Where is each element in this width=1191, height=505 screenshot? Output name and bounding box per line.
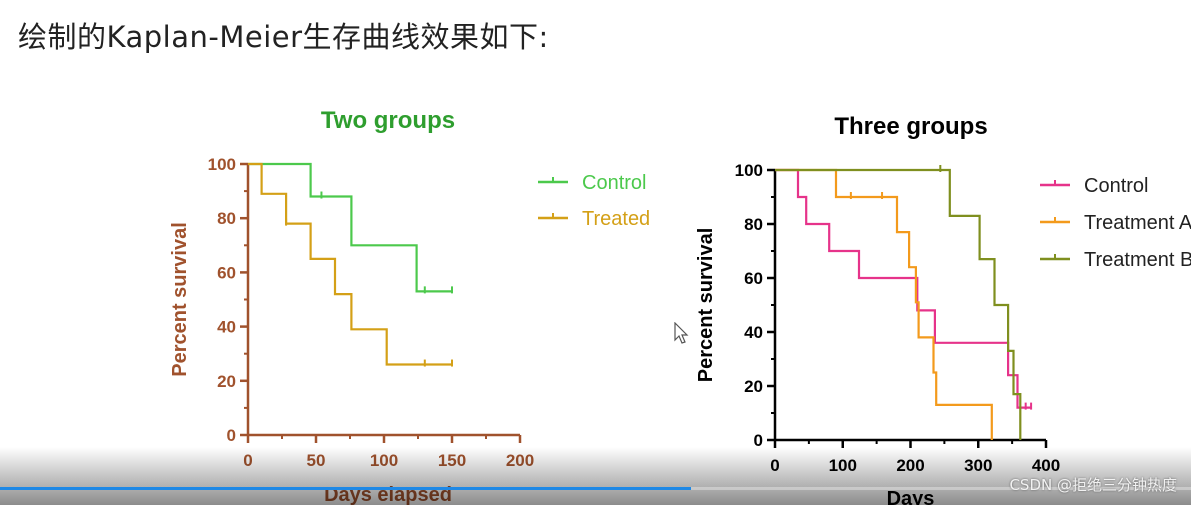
legend-label: Treated — [582, 208, 650, 230]
y-tick-label: 100 — [735, 161, 763, 180]
x-tick-label: 0 — [770, 456, 779, 475]
x-tick-label: 200 — [506, 451, 534, 470]
x-tick-label: 100 — [829, 456, 857, 475]
y-tick-label: 40 — [744, 323, 763, 342]
chart-title: Three groups — [834, 113, 987, 140]
y-tick-label: 0 — [754, 431, 763, 450]
y-tick-label: 80 — [744, 215, 763, 234]
y-tick-label: 20 — [744, 377, 763, 396]
x-tick-label: 200 — [896, 456, 924, 475]
watermark-text: CSDN @拒绝三分钟热度 — [1009, 476, 1177, 494]
series-line-control — [775, 168, 1032, 409]
series-line-control — [248, 162, 452, 293]
y-axis-title: Percent survival — [695, 228, 717, 383]
chart-2: Three groups 0 20 40 60 80 100 0 100 200 300 400 Per… — [695, 113, 1191, 505]
legend-label: Treatment B — [1084, 249, 1191, 271]
page-heading: 绘制的Kaplan-Meier生存曲线效果如下: — [18, 20, 549, 54]
x-tick-label: 100 — [370, 451, 398, 470]
y-tick-label: 80 — [217, 209, 236, 228]
x-tick-label: 50 — [307, 451, 326, 470]
y-tick-label: 40 — [217, 318, 236, 337]
series-line-treated — [248, 162, 452, 366]
legend-label: Treatment A — [1084, 212, 1191, 234]
x-tick-label: 400 — [1032, 456, 1060, 475]
series-line-treatment-b — [775, 168, 1022, 440]
legend-label: Control — [1084, 175, 1148, 197]
video-control-bar — [0, 447, 1191, 505]
x-tick-label: 150 — [438, 451, 466, 470]
mouse-pointer-icon — [674, 322, 689, 344]
y-tick-label: 60 — [217, 263, 236, 282]
video-progress-fill — [0, 487, 691, 490]
y-tick-label: 100 — [208, 155, 236, 174]
chart-title: Two groups — [321, 107, 455, 134]
series-line-treatment-a — [775, 168, 993, 440]
y-axis-title: Percent survival — [169, 222, 191, 377]
y-tick-label: 20 — [217, 372, 236, 391]
video-progress-bar[interactable] — [0, 487, 1191, 490]
y-tick-label: 0 — [227, 426, 236, 445]
legend-label: Control — [582, 172, 646, 194]
chart-1: Two groups 0 20 40 60 80 100 0 50 100 150 200 Percen… — [169, 107, 650, 505]
x-tick-label: 300 — [964, 456, 992, 475]
x-axis-title: Days — [887, 488, 935, 505]
y-tick-label: 60 — [744, 269, 763, 288]
x-tick-label: 0 — [243, 451, 252, 470]
